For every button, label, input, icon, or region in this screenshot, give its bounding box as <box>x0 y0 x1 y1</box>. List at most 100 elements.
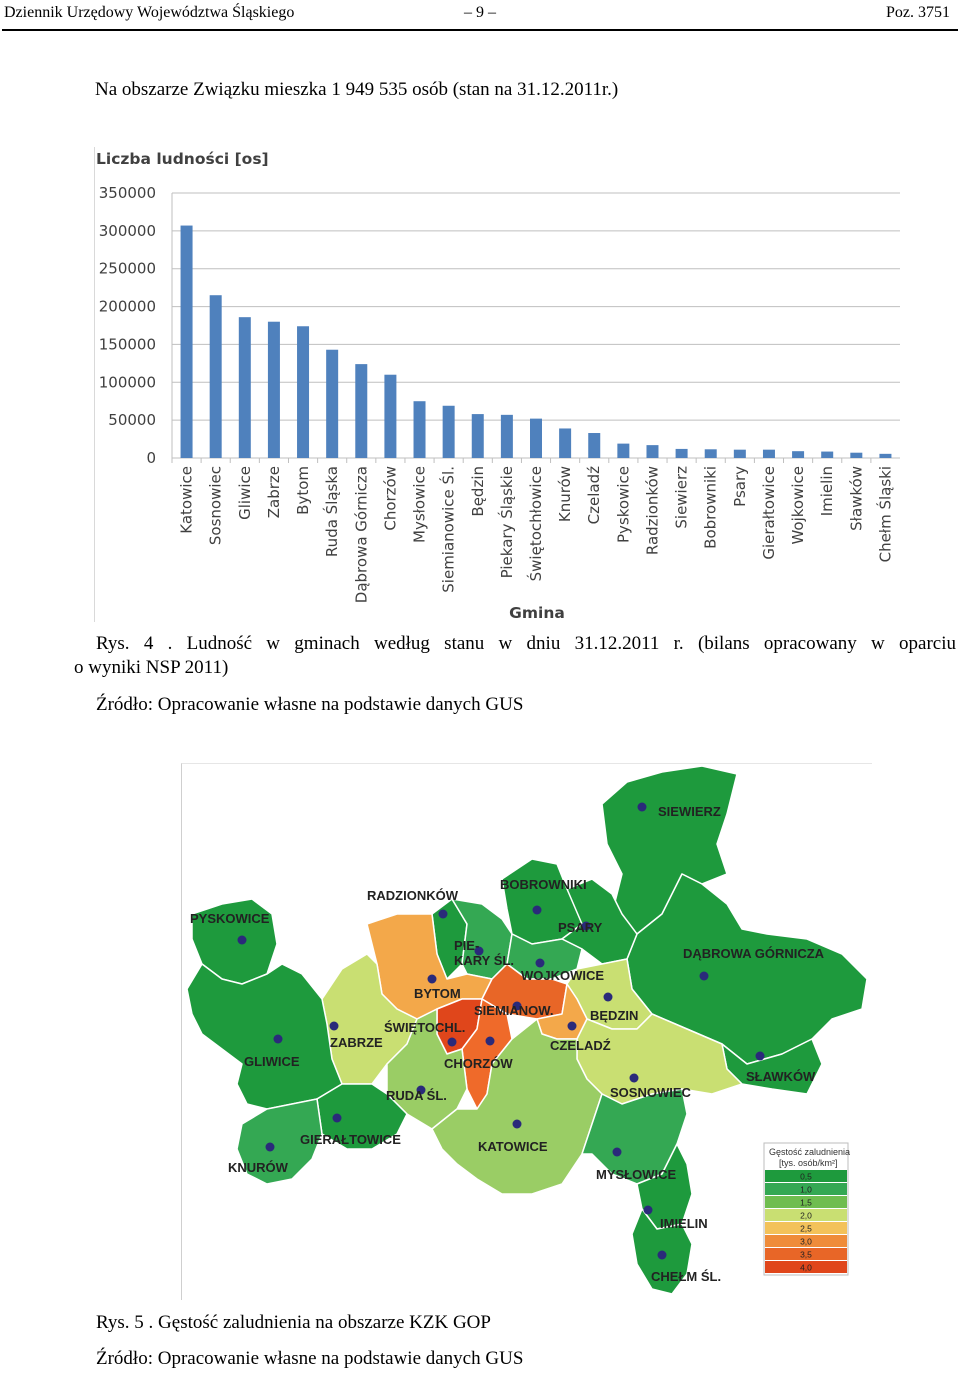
y-tick-label: 300000 <box>99 222 156 240</box>
legend-swatch <box>765 1222 847 1234</box>
region-gliwice <box>186 963 343 1110</box>
label-myslowice: MYSŁOWICE <box>596 1167 676 1182</box>
x-tick-label: Gierałtowice <box>760 466 778 560</box>
bar-3 <box>267 321 280 458</box>
figure5-source: Źródło: Opracowanie własne na podstawie … <box>96 1348 524 1369</box>
x-tick-label: Siemianowice Śl. <box>439 466 458 593</box>
legend-label: 0,5 <box>800 1172 812 1182</box>
density-map: SIEWIERZ RADZIONKÓW BOBROWNIKI PYSKOWICE… <box>181 763 872 1300</box>
bar-14 <box>588 433 601 458</box>
label-gliwice: GLIWICE <box>244 1054 300 1069</box>
label-radzionkow: RADZIONKÓW <box>367 888 459 903</box>
legend-label: 2,0 <box>800 1211 812 1221</box>
legend-title-line1: Gęstość zaludnienia <box>769 1147 850 1157</box>
legend-swatch <box>765 1235 847 1247</box>
y-tick-label: 250000 <box>99 260 156 278</box>
label-wojkowice: WOJKOWICE <box>521 968 604 983</box>
label-slawkow: SŁAWKÓW <box>746 1069 816 1084</box>
label-imielin: IMIELIN <box>660 1216 708 1231</box>
x-tick-label: Ruda Śląska <box>322 466 341 557</box>
bar-0 <box>180 225 193 458</box>
legend-swatch <box>765 1248 847 1260</box>
y-tick-label: 350000 <box>99 184 156 202</box>
legend-title-line2: [tys. osób/km²] <box>779 1158 838 1168</box>
label-piekary-2: KARY ŚL. <box>454 953 514 968</box>
bar-4 <box>297 326 310 458</box>
bar-7 <box>384 374 397 458</box>
y-tick-label: 150000 <box>99 335 156 353</box>
bar-15 <box>617 443 630 458</box>
figure5-caption: Rys. 5 . Gęstość zaludnienia na obszarze… <box>96 1312 491 1333</box>
bar-11 <box>500 414 513 458</box>
map-legend: Gęstość zaludnienia [tys. osób/km²] 0,5 1… <box>763 1142 850 1276</box>
x-tick-label: Siewierz <box>673 466 691 529</box>
position-number: Poz. 3751 <box>886 4 950 21</box>
x-tick-label: Imielin <box>818 466 836 516</box>
region-gieraltowice <box>316 1083 408 1150</box>
label-sosnowiec: SOSNOWIEC <box>610 1085 692 1100</box>
x-tick-label: Psary <box>731 466 749 507</box>
region-siemianowice <box>481 963 568 1020</box>
x-tick-label: Wojkowice <box>789 466 807 545</box>
bar-21 <box>792 451 805 458</box>
density-map-svg: SIEWIERZ RADZIONKÓW BOBROWNIKI PYSKOWICE… <box>186 765 868 1295</box>
legend-label: 4,0 <box>800 1263 812 1273</box>
bar-23 <box>850 452 863 458</box>
region-knurow <box>236 1098 323 1185</box>
x-tick-label: Sławków <box>847 466 865 531</box>
x-tick-label: Chorzów <box>381 466 399 531</box>
label-knurow: KNURÓW <box>228 1160 289 1175</box>
bar-1 <box>209 295 222 458</box>
legend-label: 3,0 <box>800 1237 812 1247</box>
header-divider <box>2 29 958 31</box>
intro-paragraph: Na obszarze Związku mieszka 1 949 535 os… <box>95 79 619 100</box>
label-pyskowice: PYSKOWICE <box>190 911 270 926</box>
y-tick-label: 200000 <box>99 298 156 316</box>
population-chart-svg: 350000 300000 250000 200000 150000 100000 5000… <box>94 147 900 622</box>
label-siemianowice: SIEMIANOW. <box>474 1003 553 1018</box>
label-katowice: KATOWICE <box>478 1139 548 1154</box>
x-tick-label: Zabrze <box>265 466 283 518</box>
chart-y-axis-title: Liczba ludności [os] <box>96 150 269 168</box>
x-tick-label: Bytom <box>294 466 312 515</box>
x-tick-label: Sosnowiec <box>207 466 225 545</box>
x-tick-label: Świętochłowice <box>526 466 545 581</box>
x-tick-label: Piekary Śląskie <box>497 466 516 578</box>
legend-swatch <box>765 1170 847 1182</box>
label-siewierz: SIEWIERZ <box>658 804 721 819</box>
bar-19 <box>733 449 746 458</box>
label-ruda: RUDA ŚL. <box>386 1088 447 1103</box>
legend-label: 2,5 <box>800 1224 812 1234</box>
y-tick-label: 0 <box>146 449 156 467</box>
x-tick-label: Radzionków <box>643 466 661 555</box>
label-psary: PSARY <box>558 920 603 935</box>
x-tick-label: Mysłowice <box>411 466 429 543</box>
legend-swatch <box>765 1183 847 1195</box>
legend-label: 3,5 <box>800 1250 812 1260</box>
x-tick-label: Dąbrowa Górnicza <box>352 466 370 603</box>
figure4-caption-line2: o wyniki NSP 2011) <box>74 657 229 678</box>
x-tick-label: Katowice <box>178 466 196 534</box>
legend-label: 1,5 <box>800 1198 812 1208</box>
bar-9 <box>442 405 455 458</box>
x-tick-label: Czeladź <box>585 466 603 524</box>
bar-22 <box>821 451 834 458</box>
label-gieraltowice: GIERAŁTOWICE <box>300 1132 401 1147</box>
y-tick-label: 100000 <box>99 373 156 391</box>
label-swietochlowice: ŚWIĘTOCHL. <box>384 1020 465 1035</box>
bar-24 <box>879 453 892 458</box>
page-number: – 9 – <box>464 4 496 21</box>
bar-5 <box>326 349 339 458</box>
x-tick-label: Pyskowice <box>614 466 632 543</box>
label-dabrowa: DĄBROWA GÓRNICZA <box>683 946 825 961</box>
label-czeladz: CZELADŹ <box>550 1038 611 1053</box>
y-tick-label: 50000 <box>108 411 156 429</box>
bar-13 <box>559 428 572 458</box>
bar-8 <box>413 401 426 458</box>
chart-x-axis-title: Gmina <box>509 604 565 622</box>
label-chelm: CHEŁM ŚL. <box>651 1269 721 1284</box>
x-tick-label: Gliwice <box>236 466 254 520</box>
bar-10 <box>471 414 484 458</box>
bar-17 <box>675 448 688 458</box>
population-chart: 350000 300000 250000 200000 150000 100000 5000… <box>94 147 900 622</box>
